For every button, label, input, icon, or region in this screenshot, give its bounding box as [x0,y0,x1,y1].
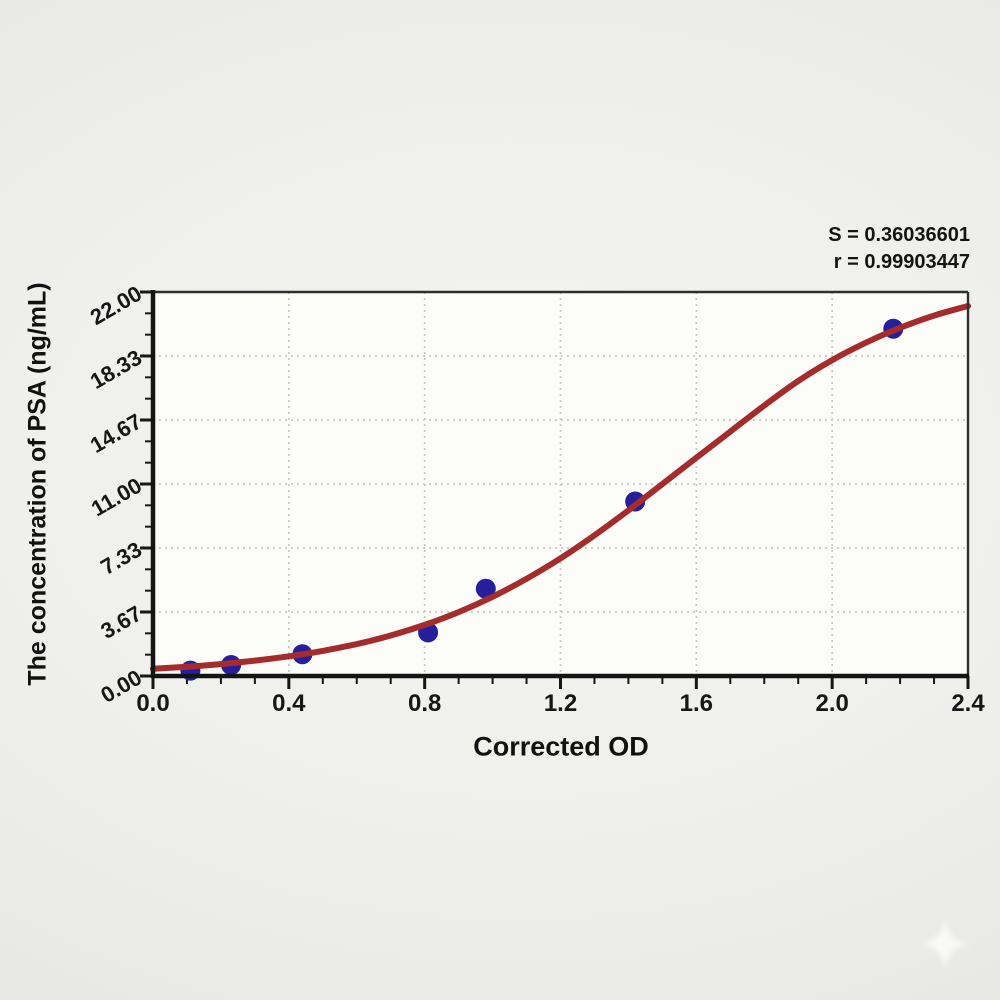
r-value-text: r = 0.99903447 [833,251,970,273]
x-tick-label: 0.4 [272,690,306,717]
x-tick-label: 0.8 [407,690,442,717]
data-point [475,578,496,599]
stats-annotation: S = 0.36036601 r = 0.99903447 [570,222,970,276]
x-tick-label: 2.4 [951,690,985,717]
standard-curve-line [150,303,971,672]
y-axis-title: The concentration of PSA (ng/mL) [23,282,52,686]
x-tick-label: 1.2 [543,690,578,717]
x-axis-title: Corrected OD [473,731,649,762]
x-tick-label: 1.6 [679,690,714,717]
x-tick-label: 2.0 [815,690,849,717]
gridlines [153,292,968,676]
s-value-text: S = 0.36036601 [828,224,970,246]
x-tick-label: 0.0 [136,690,170,717]
plot-frame [150,290,970,679]
watermark-star-icon [920,919,970,969]
